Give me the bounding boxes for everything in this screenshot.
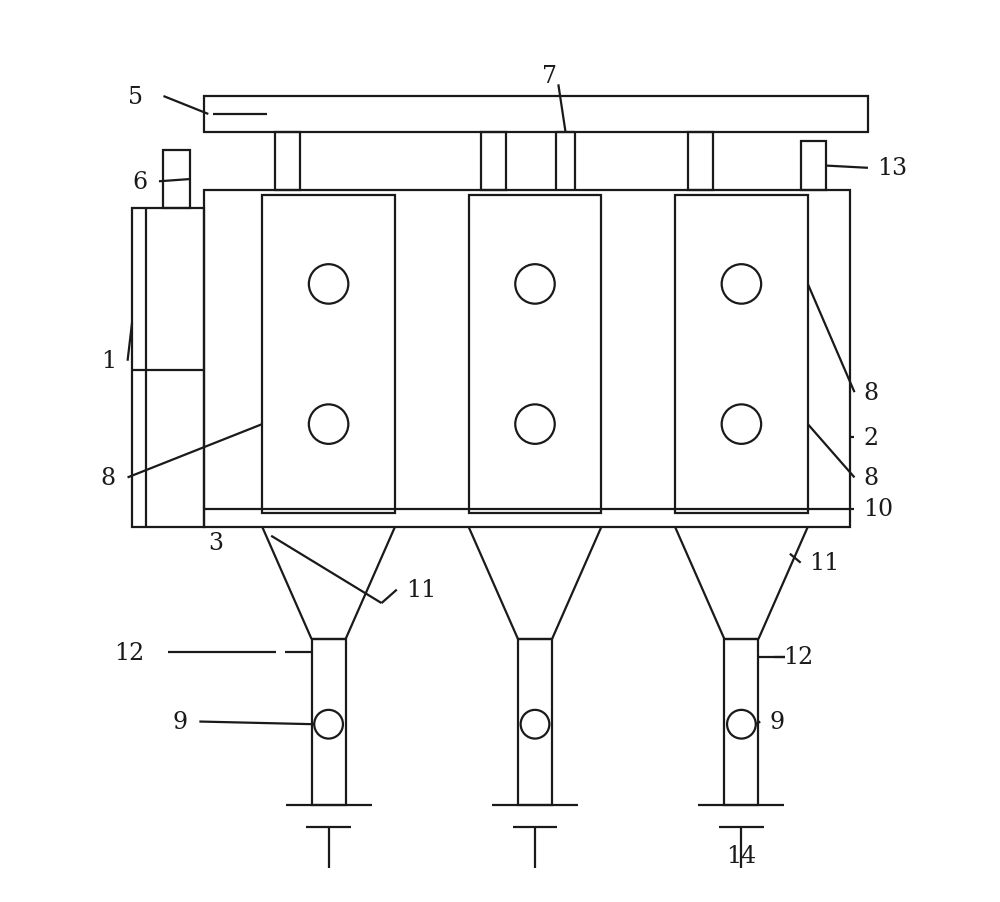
Text: 3: 3 bbox=[208, 531, 223, 555]
Text: 8: 8 bbox=[863, 382, 879, 404]
Text: 12: 12 bbox=[783, 646, 813, 668]
Text: 12: 12 bbox=[114, 641, 144, 664]
Text: 8: 8 bbox=[101, 466, 116, 490]
Text: 9: 9 bbox=[769, 710, 784, 733]
Text: 7: 7 bbox=[542, 65, 557, 87]
Text: 1: 1 bbox=[101, 350, 116, 373]
Text: 5: 5 bbox=[128, 86, 143, 108]
Text: 11: 11 bbox=[406, 578, 436, 602]
Text: 10: 10 bbox=[863, 498, 894, 520]
Text: 14: 14 bbox=[726, 843, 757, 867]
Text: 8: 8 bbox=[863, 466, 879, 490]
Text: 11: 11 bbox=[810, 551, 840, 575]
Text: 2: 2 bbox=[863, 426, 879, 449]
Text: 9: 9 bbox=[172, 710, 188, 733]
Text: 13: 13 bbox=[877, 157, 907, 180]
Text: 6: 6 bbox=[132, 170, 147, 194]
